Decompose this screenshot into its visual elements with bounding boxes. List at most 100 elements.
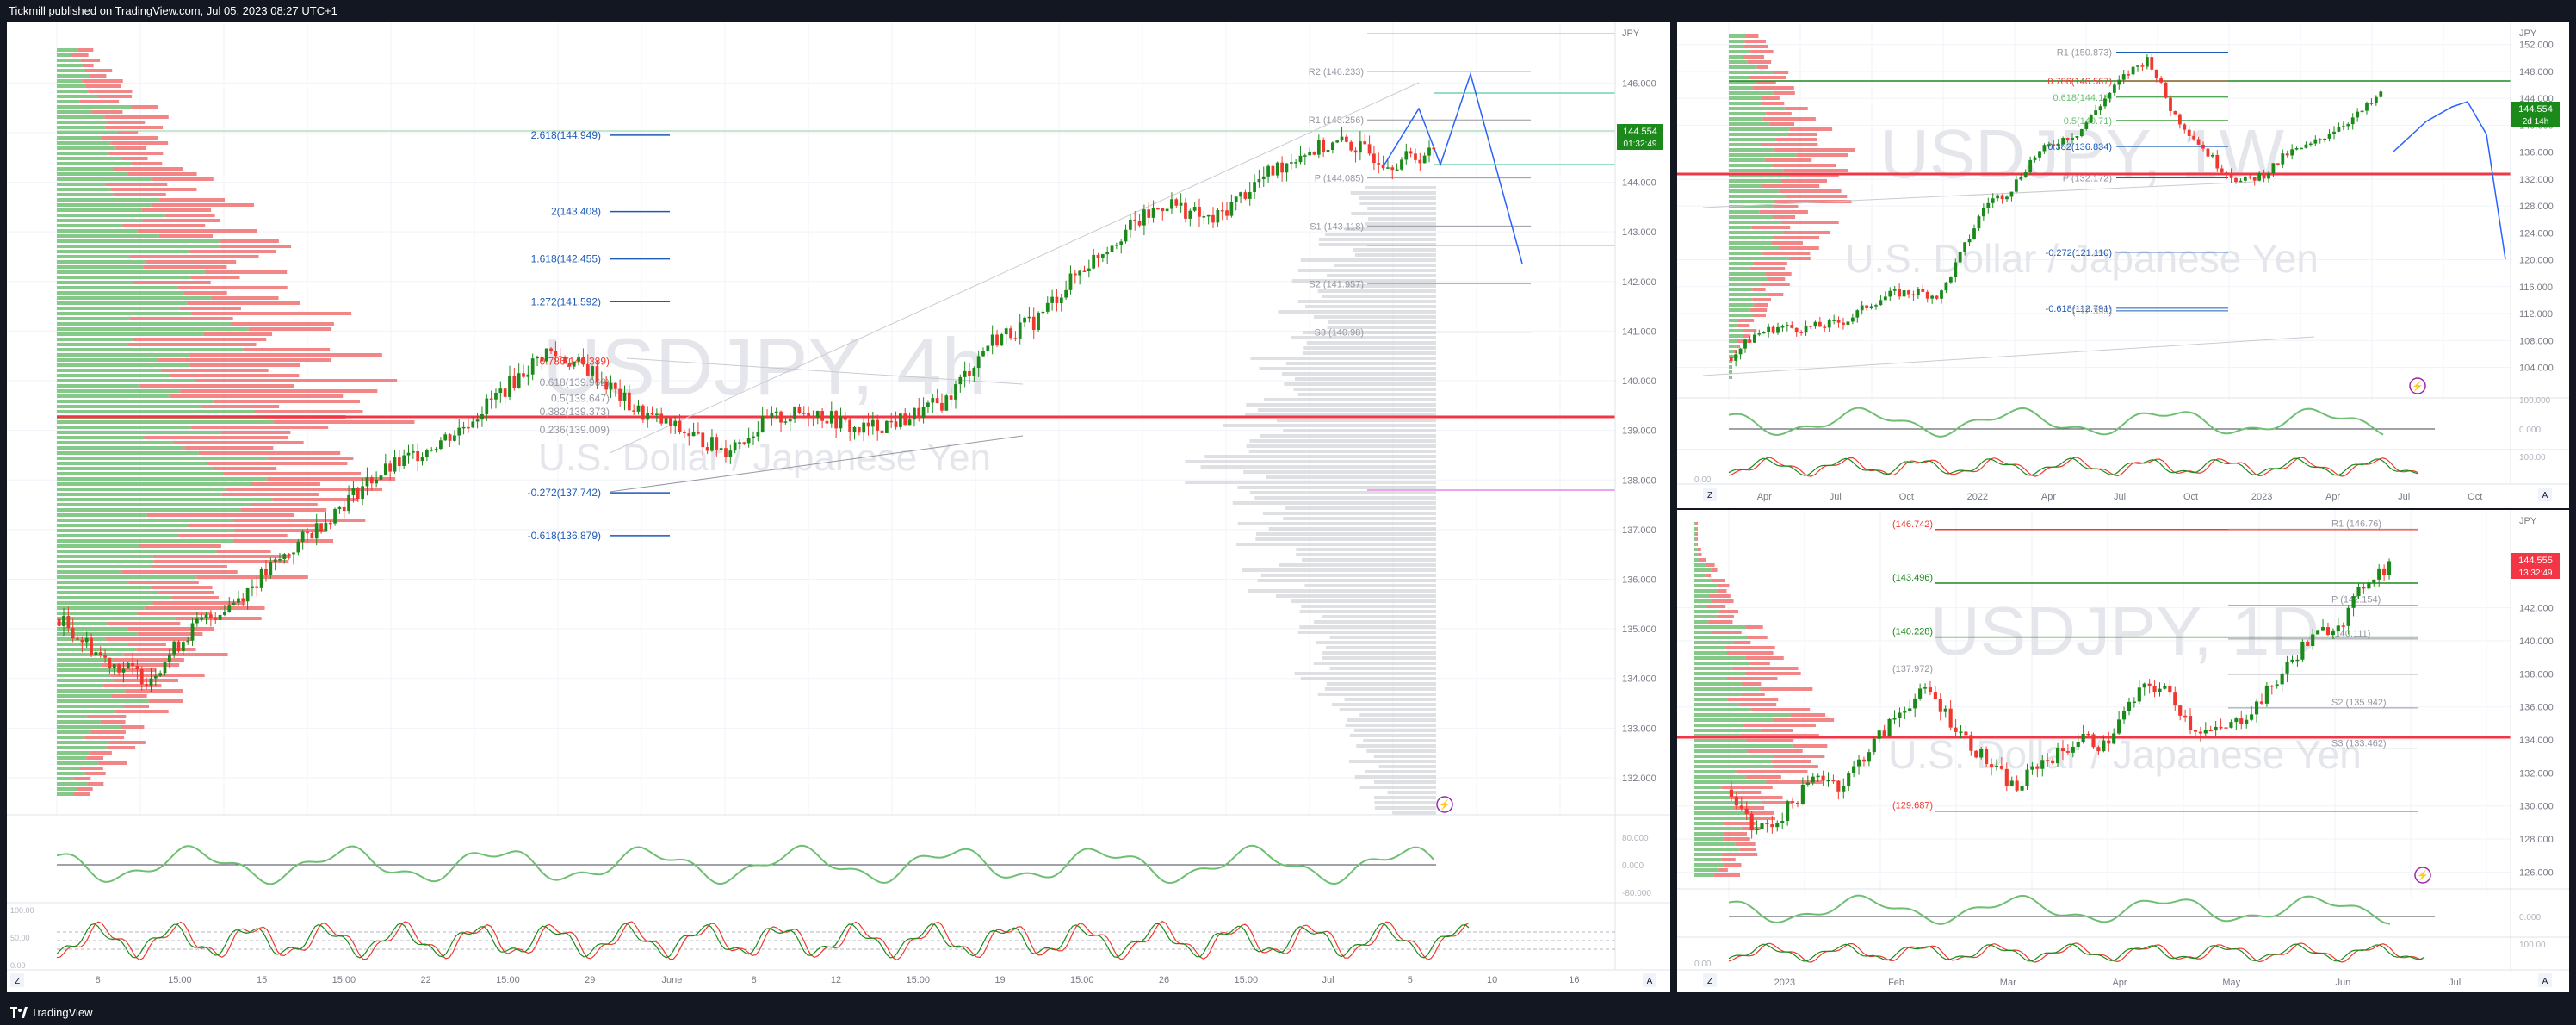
volume-bar-down — [1738, 703, 1777, 706]
a-button[interactable] — [2538, 973, 2552, 987]
volume-bar — [1350, 191, 1436, 195]
candle-body — [227, 605, 232, 612]
volume-bar-down — [113, 167, 183, 171]
candle-body — [2042, 145, 2047, 152]
volume-bar-down — [1745, 625, 1763, 629]
candle-body — [811, 417, 815, 419]
volume-bar-up — [57, 301, 188, 305]
lightning-icon[interactable] — [2414, 867, 2431, 884]
candle-body — [430, 450, 434, 451]
volume-bar-down — [160, 369, 269, 372]
volume-bar-up — [1694, 744, 1793, 748]
time-axis-tick: 15:00 — [1070, 975, 1094, 985]
a-button[interactable] — [2538, 488, 2552, 501]
volume-bar-up — [57, 322, 232, 326]
chart-pane-1d[interactable]: USDJPY, 1D U.S. Dollar / Japanese Yen (1… — [1677, 510, 2569, 992]
candle-body — [746, 438, 751, 444]
volume-bar-up — [57, 48, 78, 52]
candle-body — [1064, 289, 1068, 298]
candle-body — [1353, 150, 1358, 153]
volume-bar-up — [57, 265, 144, 269]
volume-bar-down — [100, 720, 126, 724]
volume-bar-up — [1694, 584, 1718, 587]
candle-body — [1755, 829, 1759, 831]
candle-body — [1422, 155, 1427, 164]
volume-bar-down — [1729, 796, 1783, 799]
candle-body — [1911, 294, 1916, 296]
chart-pane-4h[interactable]: USDJPY, 4h U.S. Dollar / Japanese Yen 2.… — [7, 22, 1670, 992]
tradingview-logo-icon — [10, 1007, 28, 1018]
volume-bar-up — [1729, 210, 1760, 214]
candle-body — [2262, 172, 2266, 179]
volume-bar-down — [1786, 195, 1848, 198]
volume-bar-down — [1705, 563, 1715, 567]
daily-levels: (146.742) R1 (146.76) (143.496) P (142.154)… — [1892, 519, 2418, 812]
currency-label: JPY — [2519, 28, 2537, 39]
volume-bar-up — [57, 689, 126, 693]
volume-bar-down — [1730, 376, 1732, 379]
volume-bar-up — [57, 617, 176, 620]
candle-body — [411, 450, 415, 453]
volume-bar — [1248, 450, 1436, 453]
candle-body — [1991, 198, 1995, 203]
candle-body — [1225, 210, 1229, 216]
volume-bar-down — [1695, 532, 1698, 536]
time-axis-tick: Jul — [1322, 975, 1334, 985]
volume-bar-down — [1764, 158, 1812, 162]
candle-body — [2382, 568, 2387, 575]
volume-bar-down — [1732, 350, 1737, 353]
volume-bar-down — [131, 162, 163, 165]
candle-body — [760, 416, 765, 432]
candle-body — [494, 393, 498, 400]
candle-body — [581, 357, 585, 365]
candle-body — [2201, 144, 2205, 149]
candle-body — [641, 405, 645, 420]
volume-bar-down — [105, 183, 168, 186]
candle-body — [774, 411, 778, 413]
candle-body — [406, 452, 411, 456]
z-button[interactable] — [1703, 488, 1717, 501]
candle-body — [2225, 172, 2229, 174]
volume-bar-down — [102, 684, 162, 687]
volume-bar-down — [1731, 370, 1732, 374]
publish-header: Tickmill published on TradingView.com, J… — [0, 0, 2576, 22]
chart-pane-1w[interactable]: USDJPY, 1W U.S. Dollar / Japanese Yen R1… — [1677, 22, 2569, 508]
candle-body — [2084, 122, 2089, 129]
volume-bar-up — [1729, 158, 1765, 162]
volume-bar-up — [57, 410, 255, 413]
z-button[interactable] — [1703, 973, 1717, 987]
a-button[interactable] — [1643, 973, 1656, 987]
candle-body — [2112, 733, 2116, 744]
candle-body — [1954, 262, 1958, 278]
price-axis-tick: 134.000 — [2519, 736, 2554, 746]
candle-body — [223, 612, 226, 615]
publish-info: Tickmill published on TradingView.com, J… — [9, 4, 337, 17]
candle-body — [1009, 328, 1012, 339]
candle-body — [2158, 688, 2162, 692]
volume-bar-up — [57, 79, 83, 83]
candle-body — [779, 411, 783, 423]
z-button[interactable] — [10, 973, 24, 987]
candle-body — [2150, 57, 2154, 70]
price-axis-tick: 142.000 — [2519, 604, 2554, 614]
volume-bar — [1378, 765, 1436, 768]
volume-bar-down — [84, 736, 125, 739]
candle-body — [2071, 137, 2074, 140]
tradingview-brand[interactable]: TradingView — [31, 1006, 93, 1019]
candle-body — [1261, 176, 1266, 180]
volume-bar-down — [1730, 365, 1732, 369]
stoch-label-bottom: 0.00 — [1694, 475, 1712, 485]
volume-bar — [1345, 284, 1436, 288]
candle-body — [609, 382, 613, 390]
candle-body — [1785, 325, 1789, 326]
time-axis-tick: Apr — [2041, 492, 2056, 502]
volume-bar — [1329, 667, 1436, 670]
candle-body — [1860, 305, 1864, 311]
candle-body — [1892, 718, 1897, 720]
time-axis-tick: Oct — [1899, 492, 1914, 502]
volume-bar-up — [1694, 527, 1697, 531]
volume-bar-down — [1737, 339, 1749, 343]
time-axis-tick: 15 — [257, 975, 267, 985]
lightning-icon[interactable] — [1436, 796, 1453, 813]
lightning-icon[interactable] — [2409, 377, 2426, 394]
